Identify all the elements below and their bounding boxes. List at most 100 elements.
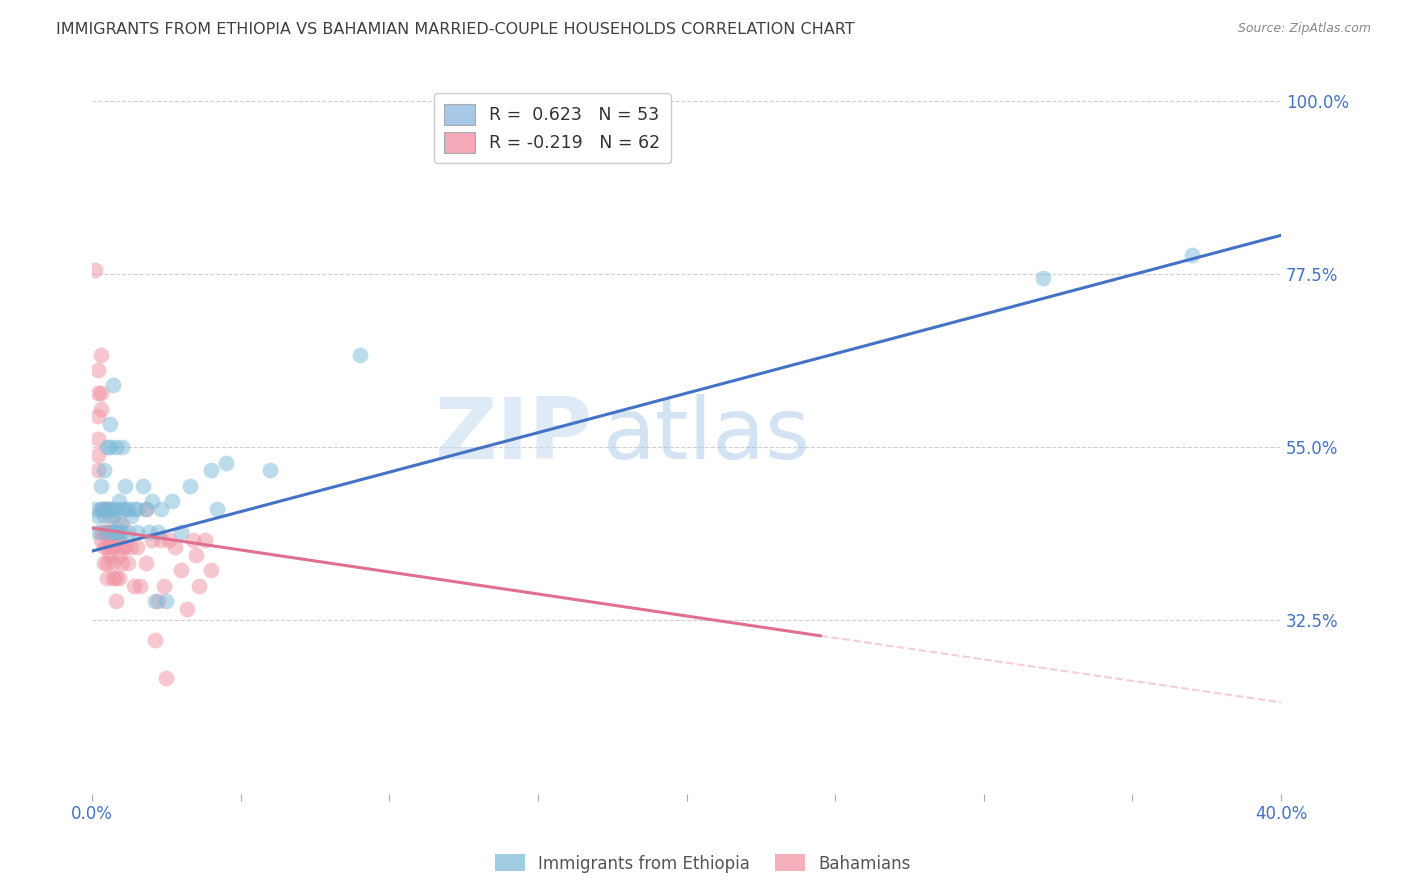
Point [93,463,115,477]
Point [101,556,124,570]
Legend: Immigrants from Ethiopia, Bahamians: Immigrants from Ethiopia, Bahamians [488,847,918,880]
Point [120,509,142,524]
Point [108,548,131,562]
Point [90,524,112,539]
Point [98,509,121,524]
Point [111,556,134,570]
Point [349,348,371,362]
Point [108,571,131,585]
Point [186,548,208,562]
Point [159,533,181,547]
Point [170,563,193,577]
Point [101,524,124,539]
Point [101,501,124,516]
Point [122,501,145,516]
Point [96,524,118,539]
Point [122,579,145,593]
Point [205,501,228,516]
Point [135,556,157,570]
Point [170,524,193,539]
Point [143,632,166,647]
Point [87,448,110,462]
Point [93,501,115,516]
Point [181,533,204,547]
Point [125,524,148,539]
Point [84,263,107,277]
Point [138,524,160,539]
Point [117,556,139,570]
Point [93,556,115,570]
Point [96,501,118,516]
Point [179,478,201,492]
Point [146,594,169,608]
Point [90,401,112,416]
Point [96,556,118,570]
Point [131,478,153,492]
Point [108,517,131,532]
Point [101,509,124,524]
Point [104,524,127,539]
Point [114,478,136,492]
Point [165,540,187,554]
Point [135,501,157,516]
Point [215,456,238,470]
Point [200,463,222,477]
Point [87,524,110,539]
Point [188,579,211,593]
Point [152,579,174,593]
Point [104,533,127,547]
Point [87,509,110,524]
Point [141,494,163,508]
Point [104,501,127,516]
Point [101,378,124,392]
Point [87,363,110,377]
Point [108,533,131,547]
Point [200,563,222,577]
Point [117,524,139,539]
Text: atlas: atlas [603,394,811,477]
Point [125,501,148,516]
Point [111,501,134,516]
Point [114,540,136,554]
Point [111,440,134,454]
Point [143,594,166,608]
Point [108,494,131,508]
Point [162,494,184,508]
Point [146,524,169,539]
Point [98,548,121,562]
Point [101,540,124,554]
Point [87,386,110,401]
Legend: R =  0.623   N = 53, R = -0.219   N = 62: R = 0.623 N = 53, R = -0.219 N = 62 [433,94,671,163]
Point [259,463,281,477]
Point [1032,270,1054,285]
Point [84,501,107,516]
Point [108,524,131,539]
Point [90,533,112,547]
Point [87,463,110,477]
Point [93,509,115,524]
Point [87,409,110,424]
Text: IMMIGRANTS FROM ETHIOPIA VS BAHAMIAN MARRIED-COUPLE HOUSEHOLDS CORRELATION CHART: IMMIGRANTS FROM ETHIOPIA VS BAHAMIAN MAR… [56,22,855,37]
Point [90,478,112,492]
Point [98,533,121,547]
Point [101,571,124,585]
Point [96,571,118,585]
Point [98,440,121,454]
Point [101,524,124,539]
Point [125,540,148,554]
Point [87,433,110,447]
Point [111,540,134,554]
Point [96,524,118,539]
Point [93,524,115,539]
Point [128,579,150,593]
Point [104,440,127,454]
Point [96,440,118,454]
Point [96,501,118,516]
Point [96,540,118,554]
Text: Source: ZipAtlas.com: Source: ZipAtlas.com [1237,22,1371,36]
Point [194,533,217,547]
Point [149,501,172,516]
Point [98,524,121,539]
Point [98,501,121,516]
Point [135,501,157,516]
